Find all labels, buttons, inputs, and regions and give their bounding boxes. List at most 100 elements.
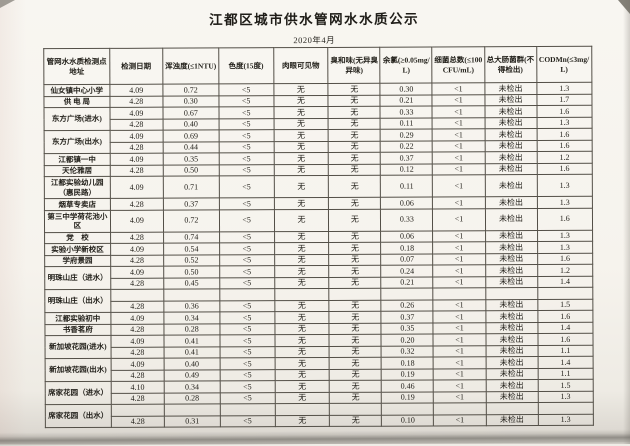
- test-point-address: 明珠山庄（出水）: [44, 289, 111, 313]
- table-cell: 无: [273, 117, 329, 130]
- table-row: 江都实验幼儿园（惠民路） 4.09 0.71 <5 无无 0.11 <1 未检出 1.3: [44, 174, 593, 199]
- table-cell: 无: [329, 357, 382, 369]
- table-cell: 0.71: [163, 175, 220, 199]
- table-cell: <5: [218, 152, 274, 165]
- table-cell: [537, 402, 594, 415]
- table-cell: <1: [432, 94, 485, 106]
- table-cell: 无: [328, 129, 381, 141]
- table-cell: 未检出: [485, 333, 538, 346]
- table-cell: 0.74: [163, 231, 220, 244]
- table-cell: 无: [329, 265, 382, 277]
- table-cell: 0.33: [380, 105, 433, 118]
- table-cell: [219, 288, 275, 301]
- table-cell: 0.46: [381, 379, 434, 392]
- table-cell: 0.19: [381, 391, 434, 404]
- table-cell: 1.6: [536, 162, 593, 175]
- table-row: 第三中学荷花池小区 4.09 0.72 <5 无无 0.33 <1 未检出 1.6: [44, 207, 593, 233]
- table-cell: 0.24: [381, 264, 434, 277]
- table-cell: 4.09: [109, 107, 163, 119]
- table-cell: 无: [328, 83, 381, 95]
- table-cell: 未检出: [485, 345, 538, 357]
- table-cell: 无: [274, 299, 330, 312]
- table-cell: 1.6: [536, 128, 593, 141]
- table-cell: 4.09: [110, 266, 164, 278]
- table-cell: [164, 403, 221, 416]
- table-cell: 1.1: [537, 367, 594, 380]
- table-cell: <5: [219, 311, 275, 324]
- table-cell: 0.40: [163, 357, 220, 370]
- table-cell: 未检出: [485, 391, 538, 403]
- table-cell: 0.20: [381, 333, 434, 346]
- table-cell: <5: [219, 346, 275, 358]
- table-cell: 0.35: [163, 152, 220, 165]
- table-cell: 未检出: [484, 208, 538, 231]
- table-cell: 1.3: [536, 174, 593, 197]
- table-cell: 无: [274, 242, 330, 255]
- table-cell: 0.44: [163, 141, 219, 154]
- test-point-address: 烟草专卖店: [44, 198, 111, 211]
- table-cell: 0.36: [163, 300, 220, 313]
- table-cell: 0.50: [163, 164, 220, 177]
- table-cell: <5: [219, 380, 275, 393]
- table-cell: 0.35: [381, 322, 434, 335]
- table-cell: 无: [274, 276, 330, 289]
- table-cell: [381, 287, 434, 300]
- table-cell: 1.6: [536, 139, 593, 152]
- table-cell: 1.2: [536, 151, 593, 164]
- table-cell: <5: [219, 265, 275, 278]
- table-cell: 0.18: [381, 241, 434, 254]
- test-point-address: 江都实验初中: [44, 312, 111, 325]
- table-cell: <1: [433, 253, 486, 265]
- table-cell: 4.28: [109, 118, 163, 131]
- table-cell: <5: [219, 231, 275, 243]
- table-cell: <5: [219, 334, 275, 347]
- test-point-address: 书香茗府: [44, 323, 111, 336]
- table-cell: 未检出: [485, 230, 538, 242]
- table-cell: [110, 289, 164, 301]
- table-cell: 0.32: [381, 345, 434, 358]
- column-header: 臭和味(无异臭异味): [328, 47, 381, 84]
- table-cell: <5: [218, 106, 274, 119]
- table-cell: <5: [219, 323, 275, 335]
- table-cell: 无: [328, 117, 381, 130]
- table-cell: 4.09: [110, 312, 164, 324]
- test-point-address: 第三中学荷花池小区: [44, 209, 111, 233]
- table-cell: 未检出: [485, 368, 538, 380]
- table-cell: 无: [274, 357, 330, 370]
- table-cell: 4.28: [110, 369, 165, 382]
- table-cell: <5: [218, 129, 274, 142]
- table-cell: 未检出: [485, 379, 538, 392]
- table-cell: [537, 287, 593, 300]
- table-cell: 无: [329, 345, 382, 358]
- table-cell: 无: [274, 253, 330, 266]
- table-cell: 1.7: [536, 93, 592, 106]
- table-cell: 无: [274, 414, 330, 427]
- table-cell: [274, 403, 330, 416]
- table-cell: 0.72: [162, 83, 219, 96]
- table-cell: 1.1: [537, 344, 594, 357]
- table-cell: 未检出: [484, 140, 537, 152]
- table-cell: 0.19: [381, 368, 434, 381]
- table-cell: <1: [433, 414, 486, 426]
- test-point-address: 新加坡花园(出水): [45, 358, 111, 382]
- table-cell: [485, 402, 538, 415]
- test-point-address: 党 校: [44, 231, 111, 244]
- table-cell: 无: [273, 175, 329, 198]
- table-cell: 无: [328, 152, 381, 164]
- test-point-address: 供 电 局: [43, 95, 110, 108]
- column-header: 管网水水质检测点地址: [43, 48, 110, 85]
- table-cell: <1: [432, 117, 485, 129]
- table-cell: 0.12: [380, 163, 433, 176]
- table-cell: <1: [433, 230, 486, 242]
- table-cell: 无: [273, 197, 329, 210]
- table-cell: 无: [329, 334, 382, 346]
- table-cell: 未检出: [485, 414, 538, 426]
- table-cell: 1.4: [537, 356, 594, 369]
- table-cell: 4.28: [109, 95, 163, 108]
- table-cell: 1.3: [536, 82, 592, 95]
- table-cell: 无: [273, 129, 329, 142]
- table-cell: <1: [432, 208, 486, 231]
- table-cell: 未检出: [485, 276, 538, 288]
- table-cell: 4.28: [110, 277, 164, 290]
- table-cell: 4.28: [110, 254, 164, 267]
